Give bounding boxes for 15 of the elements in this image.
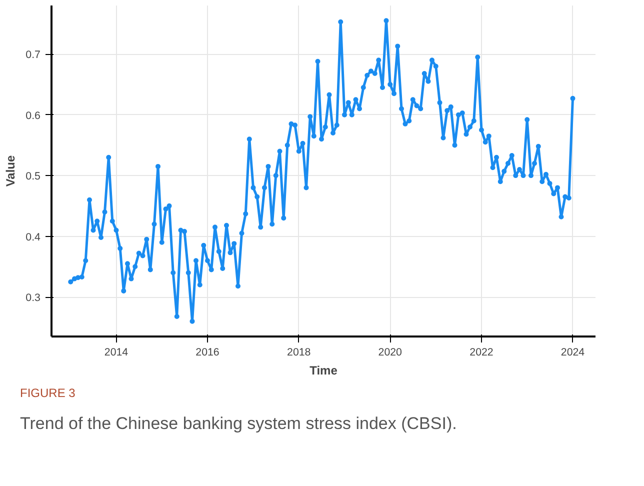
y-tick-label: 0.7 xyxy=(26,49,41,62)
text: Trend of the Chinese banking system stress index (CBSI). xyxy=(20,413,457,436)
y-tick-label: 0.3 xyxy=(26,292,41,304)
x-tick-label: 2014 xyxy=(104,346,128,358)
y-tick-label: 0.5 xyxy=(26,170,41,183)
caption: FIGURE 3 xyxy=(20,385,76,402)
y-tick-label: 0.4 xyxy=(26,231,41,244)
x-tick-label: 2020 xyxy=(378,346,402,358)
x-tick-label: 2022 xyxy=(470,346,494,358)
x-tick-label: 2016 xyxy=(196,346,220,358)
y-axis-title: Value xyxy=(4,154,18,187)
x-axis-title: Time xyxy=(310,364,338,378)
x-tick-label: 2024 xyxy=(560,346,585,358)
x-tick-label: 2018 xyxy=(287,346,311,358)
y-tick-label: 0.6 xyxy=(26,110,41,122)
